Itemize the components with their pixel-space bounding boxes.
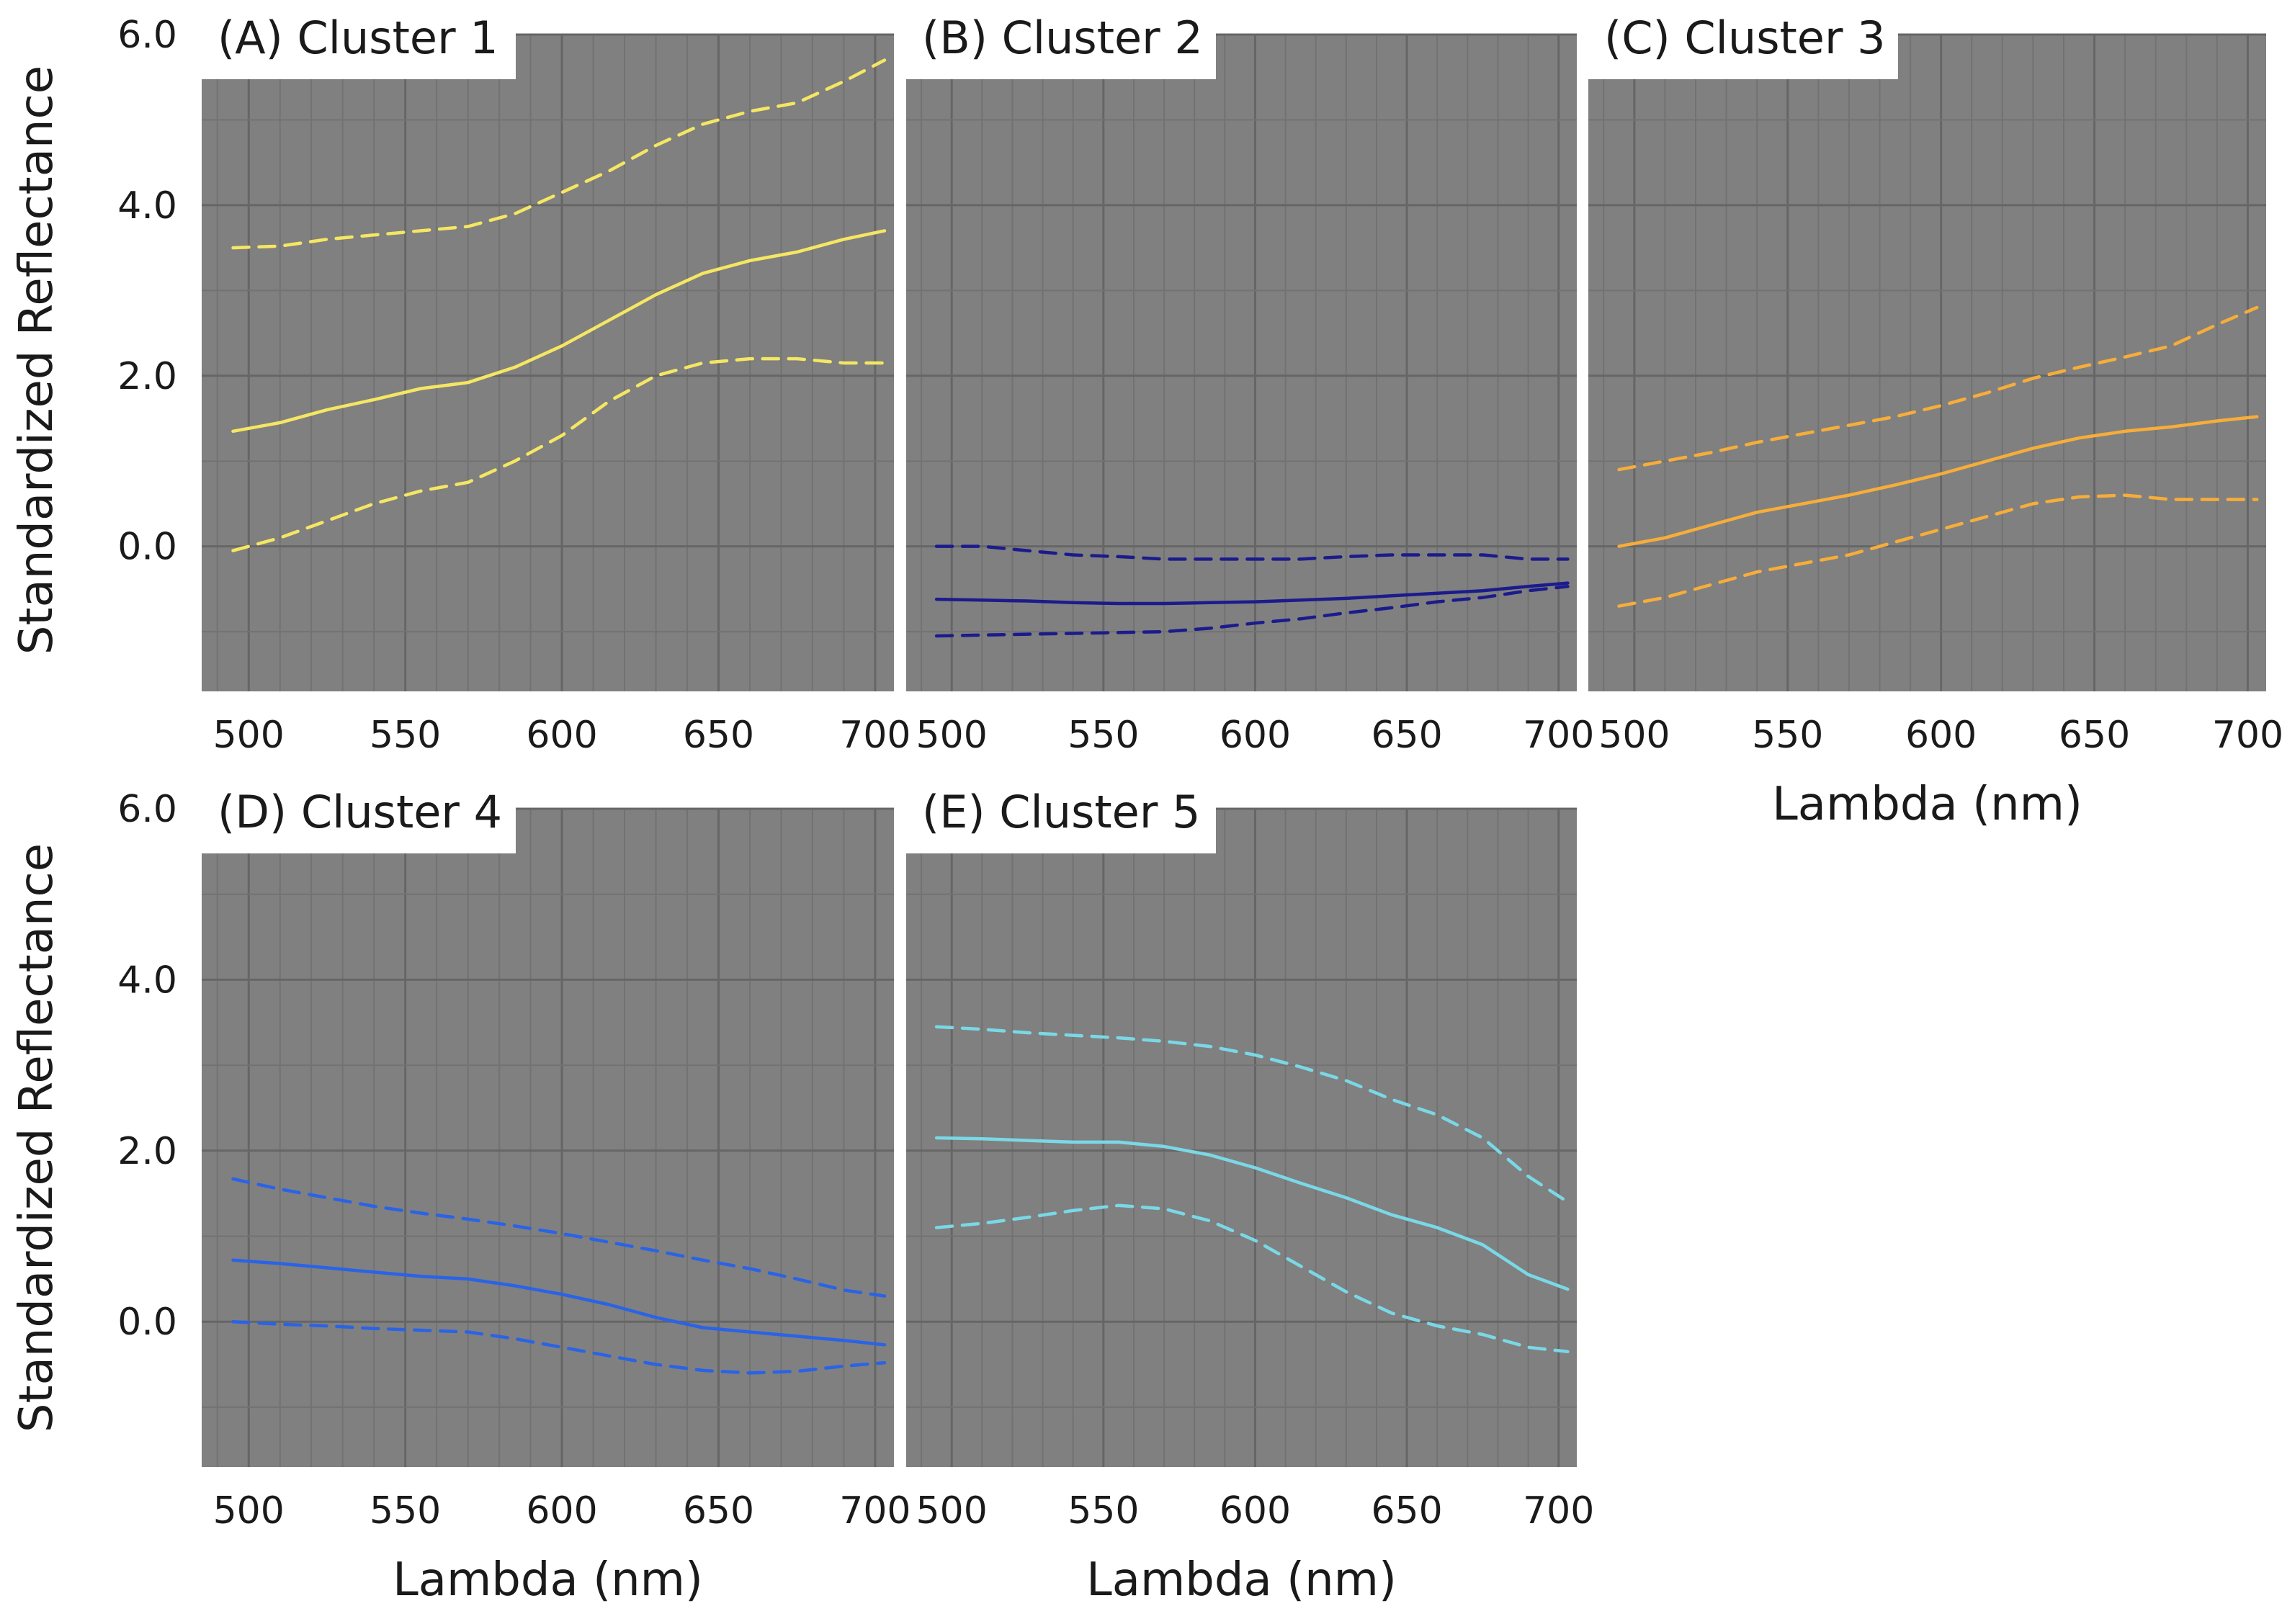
x-tick-label: 550: [1068, 1489, 1139, 1533]
panel-title: (E) Cluster 5: [922, 786, 1200, 838]
x-tick-label: 550: [370, 714, 441, 757]
series-mean-line: [1617, 415, 2259, 548]
panel-title-box: [899, 774, 1216, 853]
plot-area: [202, 809, 894, 1467]
plot-area: [202, 35, 894, 691]
series-mean-line: [231, 229, 887, 434]
panel-3: (C) Cluster 3 500 550 600 650 700 Lambda (nm): [1581, 0, 2282, 831]
panel-title-box: [194, 774, 516, 853]
y-tick-label: 0.0: [117, 1301, 177, 1344]
series-upper-line: [934, 1025, 1570, 1204]
panel-title-box: [1581, 0, 1898, 79]
panel-2: (B) Cluster 2 500 550 600 650 700: [899, 0, 1594, 757]
x-tick-label: 550: [370, 1489, 441, 1533]
series-upper-line: [231, 1177, 887, 1298]
series-lower-line: [934, 1203, 1570, 1354]
series-lower-line: [231, 356, 887, 552]
x-tick-label: 650: [2059, 714, 2130, 757]
series-mean-line: [934, 1136, 1570, 1291]
y-tick-label: 6.0: [117, 14, 177, 57]
x-tick-label: 700: [2212, 714, 2282, 757]
series-upper-line: [934, 544, 1570, 561]
x-tick-label: 650: [1371, 1489, 1442, 1533]
panel-title: (B) Cluster 2: [922, 12, 1203, 64]
y-axis-label-top: Standardized Reflectance: [10, 66, 63, 655]
x-axis-label: Lambda (nm): [393, 1553, 703, 1607]
plot-area: [906, 809, 1577, 1467]
panel-title: (C) Cluster 3: [1604, 12, 1886, 64]
x-tick-label: 500: [213, 714, 285, 757]
x-axis-label: Lambda (nm): [1086, 1553, 1397, 1607]
panel-title: (D) Cluster 4: [218, 786, 502, 838]
series-upper-line: [231, 58, 887, 250]
y-tick-label: 4.0: [117, 959, 177, 1002]
x-tick-label: 700: [1523, 1489, 1594, 1533]
panel-1: (A) Cluster 1 500 550 600 650 700 6.0 4.0 2.0 0.0: [117, 0, 911, 757]
x-tick-label: 500: [1598, 714, 1670, 757]
y-tick-label: 4.0: [117, 184, 177, 228]
series-lower-line: [231, 1319, 887, 1375]
y-tick-label: 6.0: [117, 788, 177, 831]
x-tick-label: 500: [213, 1489, 285, 1533]
x-tick-label: 550: [1068, 714, 1139, 757]
series-mean-line: [934, 581, 1570, 606]
plot-area: [906, 35, 1577, 691]
x-axis-label: Lambda (nm): [1772, 778, 2082, 831]
x-tick-label: 650: [683, 1489, 754, 1533]
series-lower-line: [1617, 493, 2259, 608]
x-tick-label: 700: [1523, 714, 1594, 757]
panel-5: (E) Cluster 5 500 550 600 650 700 Lambda (nm): [899, 774, 1594, 1607]
panel-title-box: [899, 0, 1216, 79]
panel-title-box: [194, 0, 516, 79]
x-tick-label: 500: [916, 714, 988, 757]
x-tick-label: 650: [1371, 714, 1442, 757]
series-mean-line: [231, 1258, 887, 1347]
x-tick-label: 600: [1220, 1489, 1291, 1533]
x-tick-label: 700: [839, 1489, 910, 1533]
y-tick-label: 0.0: [117, 526, 177, 569]
x-tick-label: 600: [526, 714, 597, 757]
y-tick-label: 2.0: [117, 1130, 177, 1173]
plot-area: [1588, 35, 2266, 691]
series-lower-line: [934, 585, 1570, 638]
y-axis-label-bottom: Standardized Reflectance: [10, 843, 63, 1432]
x-tick-label: 550: [1752, 714, 1823, 757]
series-upper-line: [1617, 305, 2259, 472]
x-tick-label: 500: [916, 1489, 988, 1533]
x-tick-label: 700: [839, 714, 910, 757]
x-tick-label: 650: [683, 714, 754, 757]
x-tick-label: 600: [1220, 714, 1291, 757]
panel-4: (D) Cluster 4 500 550 600 650 700 6.0 4.0 2.0 0.0…: [117, 774, 911, 1607]
x-tick-label: 600: [526, 1489, 597, 1533]
x-tick-label: 600: [1905, 714, 1977, 757]
panel-title: (A) Cluster 1: [218, 12, 498, 64]
panels-group: (A) Cluster 1 500 550 600 650 700 6.0 4.0 2.0 0.0…: [117, 0, 2282, 1607]
y-tick-label: 2.0: [117, 355, 177, 398]
